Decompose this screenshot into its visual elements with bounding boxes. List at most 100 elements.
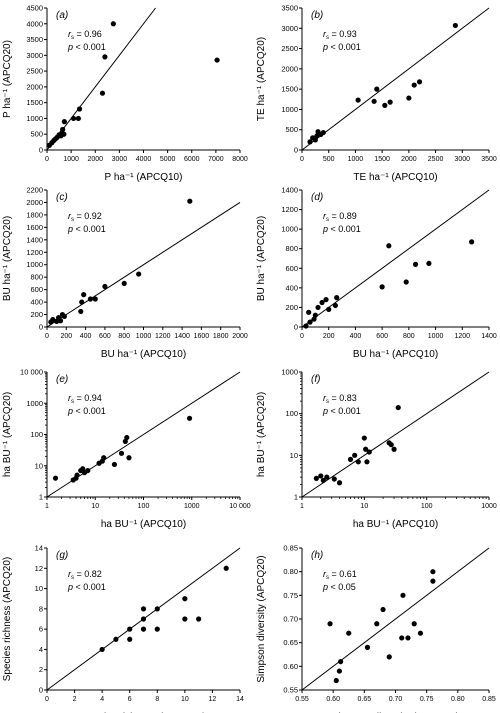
x-tick-label: 10 xyxy=(360,503,368,510)
x-tick-label: 0 xyxy=(300,156,304,163)
stat-r-value: = 0.96 xyxy=(74,29,102,39)
stat-r-value: = 0.83 xyxy=(329,393,357,403)
x-axis-label: BU ha⁻¹ (APCQ10) xyxy=(101,349,186,360)
x-tick-label: 3500 xyxy=(481,156,497,163)
panel-e: 1 10 100 1000 10 000 1 10 100 1000 10 000 (e)rs = … xyxy=(2,368,251,531)
data-point xyxy=(469,239,475,245)
panel-label: (f) xyxy=(311,374,320,385)
y-tick-label: 1400 xyxy=(26,235,43,244)
data-point xyxy=(332,302,338,309)
data-point xyxy=(386,654,392,660)
data-point xyxy=(430,578,436,584)
x-tick-label: 1000 xyxy=(63,156,79,163)
data-point xyxy=(399,635,405,641)
x-tick-label: 7000 xyxy=(208,156,224,163)
x-tick-label: 6 xyxy=(128,696,132,703)
panel-d: 0 200 400 600 800 1000 1200 1400 0 200 400 600 800 10… xyxy=(256,186,497,361)
data-point xyxy=(61,131,67,137)
data-point xyxy=(214,57,220,63)
data-point xyxy=(113,636,119,642)
data-point xyxy=(122,438,128,445)
identity-line xyxy=(46,7,156,151)
data-point xyxy=(387,99,393,105)
x-tick-label: 8 xyxy=(155,696,159,703)
data-point xyxy=(61,119,67,125)
data-point xyxy=(118,450,125,456)
x-tick-label: 600 xyxy=(99,333,111,340)
stat-r-symbol: r xyxy=(323,211,327,221)
data-point xyxy=(411,82,417,88)
stat-p-symbol: p xyxy=(322,224,328,234)
x-tick-label: 0.85 xyxy=(482,696,496,703)
panel-label: (c) xyxy=(56,192,68,203)
data-point xyxy=(79,299,85,305)
data-point xyxy=(306,309,312,315)
stat-p: p < 0.001 xyxy=(67,406,106,416)
data-point xyxy=(326,306,332,312)
x-tick-label: 1800 xyxy=(213,333,229,340)
y-tick-label: 2200 xyxy=(26,186,43,195)
data-point xyxy=(57,318,64,324)
y-tick-label: 3500 xyxy=(281,4,298,13)
x-tick-label: 4000 xyxy=(136,156,152,163)
data-point xyxy=(196,616,202,622)
stat-p-symbol: p xyxy=(322,406,328,416)
y-tick-label: 12 xyxy=(35,564,43,573)
data-point xyxy=(386,243,392,249)
data-point xyxy=(416,79,423,85)
data-point xyxy=(331,476,337,482)
stat-p: p < 0.001 xyxy=(67,224,106,234)
stat-r: rs = 0.83 xyxy=(323,393,357,405)
panel-label: (e) xyxy=(56,374,68,385)
y-tick-label: 1000 xyxy=(26,399,43,408)
x-tick-label: 1200 xyxy=(155,333,171,340)
x-tick-label: 1400 xyxy=(481,333,497,340)
stat-r-value: = 0.92 xyxy=(74,211,102,221)
data-point xyxy=(99,90,106,96)
y-tick-label: 10 xyxy=(35,461,43,470)
x-tick-label: 200 xyxy=(60,333,72,340)
y-tick-label: 1200 xyxy=(26,248,43,257)
x-tick-label: 1000 xyxy=(136,333,152,340)
data-point xyxy=(352,452,358,458)
data-point xyxy=(333,677,339,684)
y-tick-label: 2 xyxy=(39,665,43,674)
identity-line xyxy=(301,7,490,151)
x-tick-label: 1000 xyxy=(348,156,364,163)
stat-p: p < 0.001 xyxy=(322,42,361,52)
x-tick-label: 2000 xyxy=(232,333,248,340)
stat-p-value: < 0.05 xyxy=(328,582,356,592)
y-tick-label: 100 xyxy=(30,430,43,439)
data-point xyxy=(388,442,394,448)
stat-r-symbol: r xyxy=(68,393,72,403)
y-tick-label: 4 xyxy=(39,645,43,654)
stat-r-subscript: s xyxy=(71,217,74,223)
stat-p-value: < 0.001 xyxy=(328,42,361,52)
data-point xyxy=(320,129,326,136)
y-tick-label: 800 xyxy=(30,273,43,282)
data-point xyxy=(182,616,188,622)
data-point xyxy=(186,415,193,421)
stat-p: p < 0.05 xyxy=(322,582,356,592)
data-point xyxy=(374,86,380,92)
x-tick-label: 0.75 xyxy=(420,696,434,703)
x-tick-label: 12 xyxy=(209,696,217,703)
data-point xyxy=(124,434,130,441)
x-tick-label: 2000 xyxy=(87,156,103,163)
data-point xyxy=(336,668,342,674)
data-point xyxy=(426,260,432,266)
y-tick-label: 0 xyxy=(39,686,43,695)
y-tick-label: 1000 xyxy=(281,105,298,114)
stat-p-symbol: p xyxy=(67,224,73,234)
data-point xyxy=(338,659,344,665)
data-point xyxy=(334,295,340,301)
x-tick-label: 1000 xyxy=(184,503,200,510)
data-point xyxy=(361,435,367,441)
x-tick-label: 1600 xyxy=(194,333,210,340)
x-axis-label: ha BU⁻¹ (APCQ10) xyxy=(353,519,438,530)
y-tick-label: 400 xyxy=(30,298,43,307)
data-point xyxy=(187,198,193,204)
y-tick-label: 400 xyxy=(285,283,298,292)
stat-r-symbol: r xyxy=(68,29,72,39)
data-point xyxy=(411,621,417,627)
